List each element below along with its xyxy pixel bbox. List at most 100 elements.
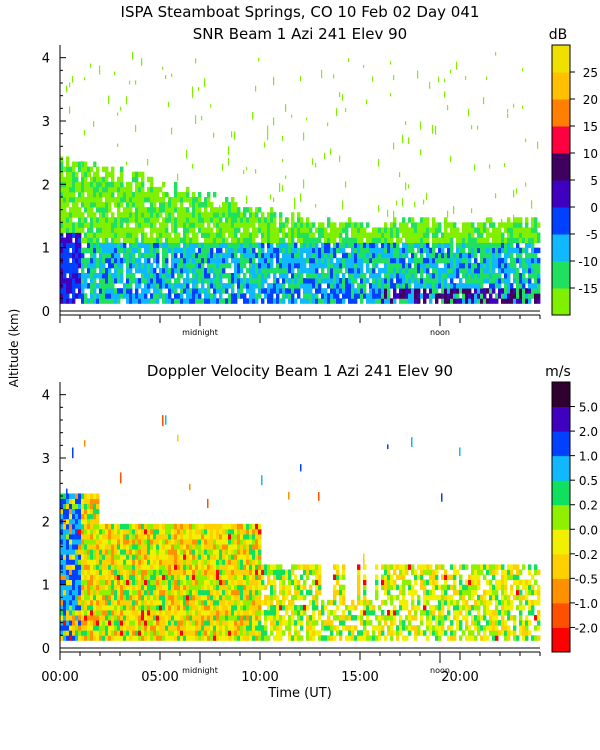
doppler-heatmap-cell xyxy=(345,604,349,611)
snr-heatmap-cell xyxy=(147,278,151,284)
snr-heatmap-cell xyxy=(498,283,502,289)
snr-heatmap-cell xyxy=(498,222,502,228)
snr-heatmap-cell xyxy=(378,227,382,233)
snr-heatmap-cell xyxy=(285,293,289,299)
snr-heatmap-cell xyxy=(474,247,478,254)
snr-heatmap-cell xyxy=(330,148,332,155)
snr-heatmap-cell xyxy=(438,222,442,228)
doppler-heatmap-cell xyxy=(246,544,250,550)
snr-heatmap-cell xyxy=(138,186,142,193)
snr-heatmap-cell xyxy=(93,267,97,274)
snr-heatmap-cell xyxy=(321,242,325,249)
snr-heatmap-cell xyxy=(108,283,112,289)
doppler-heatmap-cell xyxy=(201,544,205,550)
snr-heatmap-cell xyxy=(303,262,307,269)
doppler-heatmap-cell xyxy=(132,549,136,555)
snr-heatmap-cell xyxy=(174,283,178,289)
doppler-heatmap-cell xyxy=(165,630,169,636)
doppler-heatmap-cell xyxy=(159,564,163,570)
doppler-heatmap-cell xyxy=(309,635,313,641)
snr-heatmap-cell xyxy=(372,298,376,304)
doppler-heatmap-cell xyxy=(189,599,193,606)
doppler-heatmap-cell xyxy=(342,625,346,631)
snr-heatmap-cell xyxy=(222,207,226,213)
snr-heatmap-cell xyxy=(405,182,407,191)
snr-heatmap-cell xyxy=(444,267,448,274)
doppler-heatmap-cell xyxy=(60,528,64,535)
snr-heatmap-cell xyxy=(117,143,119,147)
snr-heatmap-cell xyxy=(222,252,226,259)
snr-heatmap-cell xyxy=(306,117,308,121)
doppler-heatmap-cell xyxy=(153,569,157,575)
snr-heatmap-cell xyxy=(312,242,316,249)
snr-heatmap-cell xyxy=(330,257,334,264)
snr-heatmap-cell xyxy=(270,212,274,218)
snr-heatmap-cell xyxy=(87,166,91,173)
snr-heatmap-cell xyxy=(258,207,262,213)
snr-heatmap-cell xyxy=(105,278,109,284)
doppler-heatmap-cell xyxy=(186,604,190,611)
doppler-heatmap-cell xyxy=(306,620,310,626)
snr-heatmap-cell xyxy=(222,262,226,269)
doppler-heatmap-cell xyxy=(120,523,124,530)
doppler-heatmap-cell xyxy=(171,584,175,591)
snr-heatmap-cell xyxy=(459,262,463,269)
snr-heatmap-cell xyxy=(423,247,427,254)
snr-heatmap-cell xyxy=(336,293,340,299)
doppler-heatmap-cell xyxy=(93,559,97,565)
doppler-heatmap-cell xyxy=(390,574,394,580)
snr-heatmap-cell xyxy=(390,232,394,238)
doppler-heatmap-cell xyxy=(63,554,67,560)
snr-heatmap-cell xyxy=(90,247,94,254)
snr-heatmap-cell xyxy=(117,257,121,264)
doppler-heatmap-cell xyxy=(216,610,220,616)
doppler-heatmap-cell xyxy=(252,534,256,540)
doppler-heatmap-cell xyxy=(99,534,103,540)
snr-heatmap-cell xyxy=(435,283,439,289)
snr-heatmap-cell xyxy=(516,188,518,194)
snr-heatmap-cell xyxy=(225,227,229,233)
doppler-heatmap-cell xyxy=(246,615,250,621)
snr-heatmap-cell xyxy=(81,171,85,178)
doppler-heatmap-cell xyxy=(129,559,133,565)
doppler-heatmap-cell xyxy=(381,630,385,636)
snr-heatmap-cell xyxy=(261,222,265,228)
snr-heatmap-cell xyxy=(117,232,121,238)
snr-heatmap-cell xyxy=(420,283,424,289)
snr-heatmap-cell xyxy=(264,288,268,294)
snr-heatmap-cell xyxy=(144,273,148,279)
snr-heatmap-cell xyxy=(231,131,233,138)
doppler-heatmap-cell xyxy=(357,584,361,591)
snr-heatmap-cell xyxy=(228,283,232,289)
doppler-heatmap-cell xyxy=(165,584,169,591)
snr-heatmap-cell xyxy=(504,273,508,279)
doppler-heatmap-cell xyxy=(165,635,169,641)
snr-heatmap-cell xyxy=(375,288,379,294)
snr-heatmap-cell xyxy=(111,288,115,294)
snr-heatmap-cell xyxy=(294,247,298,254)
snr-heatmap-cell xyxy=(234,242,238,249)
snr-heatmap-cell xyxy=(225,262,229,269)
snr-heatmap-cell xyxy=(381,252,385,259)
snr-heatmap-cell xyxy=(111,247,115,254)
snr-heatmap-cell xyxy=(297,288,301,294)
doppler-heatmap-cell xyxy=(81,554,85,560)
snr-heatmap-cell xyxy=(381,298,385,304)
snr-heatmap-cell xyxy=(471,227,475,233)
snr-heatmap-cell xyxy=(369,267,373,274)
doppler-heatmap-cell xyxy=(204,630,208,636)
snr-heatmap-cell xyxy=(78,278,82,284)
snr-heatmap-cell xyxy=(162,191,166,198)
snr-heatmap-cell xyxy=(291,114,293,118)
doppler-heatmap-cell xyxy=(198,569,202,575)
snr-heatmap-cell xyxy=(75,176,79,183)
doppler-heatmap-cell xyxy=(273,620,277,626)
snr-heatmap-cell xyxy=(387,247,391,254)
doppler-heatmap-cell xyxy=(171,599,175,606)
doppler-heatmap-cell xyxy=(87,549,91,555)
snr-heatmap-cell xyxy=(207,197,211,203)
snr-heatmap-cell xyxy=(474,273,478,279)
doppler-heatmap-cell xyxy=(69,594,73,601)
snr-heatmap-cell xyxy=(519,293,523,299)
snr-heatmap-cell xyxy=(105,186,109,193)
